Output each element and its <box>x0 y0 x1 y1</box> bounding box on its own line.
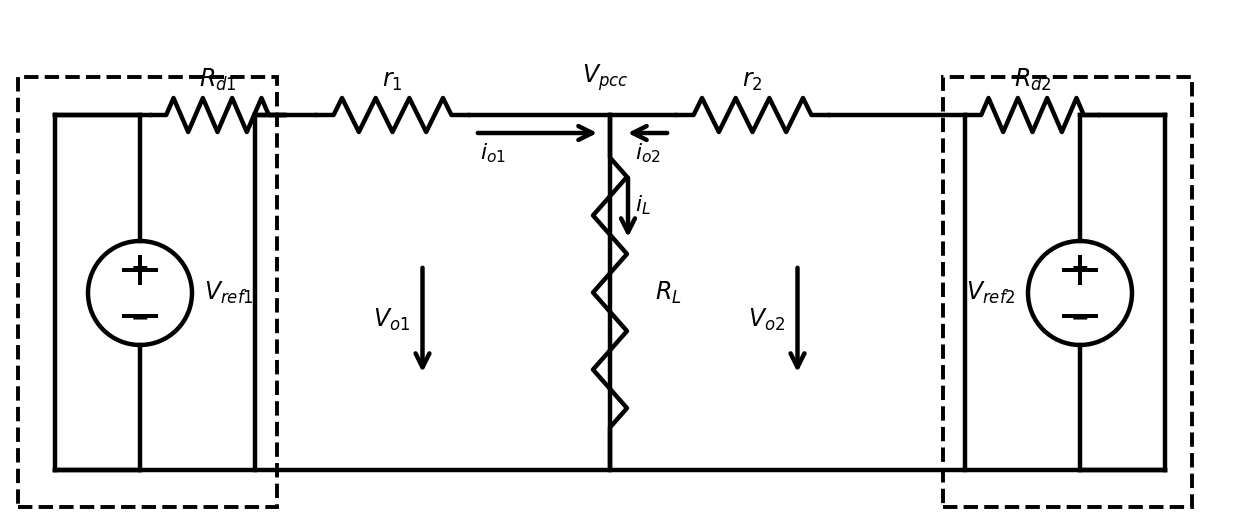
Text: $V_{pcc}$: $V_{pcc}$ <box>582 62 629 93</box>
Text: −: − <box>1070 308 1089 328</box>
Text: $i_{o1}$: $i_{o1}$ <box>480 141 506 165</box>
Text: $R_{d2}$: $R_{d2}$ <box>1013 67 1052 93</box>
Text: $V_{o2}$: $V_{o2}$ <box>749 307 785 333</box>
Text: $r_2$: $r_2$ <box>743 69 763 93</box>
Text: +: + <box>1070 258 1089 278</box>
Text: $r_1$: $r_1$ <box>382 69 403 93</box>
Text: $R_L$: $R_L$ <box>655 279 682 306</box>
Text: $R_{d1}$: $R_{d1}$ <box>198 67 237 93</box>
Text: $V_{ref1}$: $V_{ref1}$ <box>205 280 254 306</box>
Text: +: + <box>130 258 149 278</box>
Text: $V_{o1}$: $V_{o1}$ <box>373 307 410 333</box>
Text: −: − <box>130 308 149 328</box>
Text: $i_L$: $i_L$ <box>635 193 651 217</box>
Text: $i_{o2}$: $i_{o2}$ <box>635 141 661 165</box>
Text: $V_{ref2}$: $V_{ref2}$ <box>966 280 1016 306</box>
